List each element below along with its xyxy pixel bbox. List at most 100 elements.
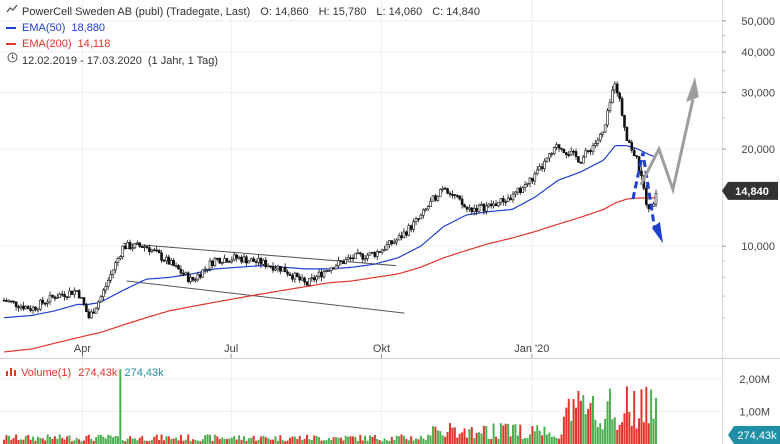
candle-body [325,270,328,272]
volume-bar [80,441,83,444]
candle-body [7,300,11,303]
volume-bar [276,440,279,444]
instrument-title: PowerCell Sweden AB (publ) (Tradegate, L… [22,6,251,18]
candle-body [242,256,246,263]
candle-body [201,269,205,278]
candle-body [443,187,447,190]
volume-bar [235,439,238,444]
candle-body [94,307,98,314]
candle-body [431,195,435,202]
candle-body [538,166,541,171]
low-label: L: [376,6,386,18]
volume-bar [645,386,648,444]
candle-body [89,311,93,319]
volume-bar [225,439,228,444]
volume-bar [519,424,522,444]
candle-body [177,265,180,270]
candle-body [402,231,406,238]
volume-bar [82,440,85,444]
candle-body [288,273,292,276]
candle-body [652,203,655,207]
candle-body [252,258,255,262]
candle-body [441,187,445,190]
volume-bar [170,439,173,444]
volume-bar [247,438,250,444]
volume-bar [548,432,551,444]
volume-bar [332,437,335,444]
candle-body [111,269,115,275]
volume-bar [252,435,255,444]
candle-body [342,261,345,264]
volume-bar [410,436,413,444]
volume-bar [68,435,71,444]
volume-bar [499,423,502,444]
candle-body [109,274,112,281]
volume-bar [310,439,313,444]
volume-bar [279,435,282,444]
volume-bar [46,434,49,444]
volume-legend: Volume(1) 274,43k 274,43k [6,367,164,379]
volume-bar [565,407,568,444]
candle-body [274,268,277,271]
volume-bar [313,435,316,444]
candle-body [601,131,604,135]
candle-body [72,290,76,295]
ema50-label: EMA(50) [22,22,66,34]
candle-body [436,196,440,201]
candle-body [390,240,394,245]
volume-bar [291,436,294,444]
candle-body [569,150,573,156]
volume-bar [99,434,102,444]
candle-body [213,257,217,266]
volume-bar [366,440,369,444]
candle-body [477,204,481,212]
volume-bar [255,440,258,444]
volume-bar [432,426,435,444]
candle-body [114,262,117,271]
volume-bar [596,427,599,444]
candle-body [409,225,413,230]
volume-bar [97,434,100,444]
candle-body [225,258,229,263]
volume-bar [259,436,262,444]
candle-body [148,247,151,252]
volume-bar [378,440,381,444]
volume-bar [233,436,236,444]
candle-body [385,244,389,251]
candle-body [426,206,430,210]
low-value: 14,060 [388,6,423,18]
volume-bar [395,435,398,444]
candle-body [283,267,287,273]
volume-bar [509,436,512,444]
candle-body [106,280,110,287]
volume-bar [628,411,631,444]
candle-body [640,170,643,176]
candle-body [354,252,357,259]
volume-bar [480,433,483,444]
candle-body [17,306,20,309]
volume-bar [39,437,42,444]
volume-bar [468,429,471,444]
candle-body [223,258,226,263]
candle-body [31,306,35,311]
volume-bar [162,440,165,444]
volume-bar [221,437,224,444]
volume-bar [85,435,88,444]
channel-lower-line [126,280,405,314]
volume-bar [441,435,444,444]
volume-bar [349,436,352,444]
ema200-legend-row[interactable]: EMA(200) 14,118 [6,36,480,52]
candle-body [9,300,13,303]
candle-body [60,293,64,296]
volume-bar [570,420,573,444]
candle-body [620,98,624,116]
channel-upper-line [123,242,397,267]
candle-body [36,308,40,311]
period-row[interactable]: 12.02.2019 - 17.03.2020 (1 Jahr, 1 Tag) [6,52,480,69]
candle-body [540,166,544,170]
ema50-legend-row[interactable]: EMA(50) 18,880 [6,20,480,36]
volume-bar [415,438,418,444]
volume-bar [32,436,35,444]
candle-body [237,256,241,259]
